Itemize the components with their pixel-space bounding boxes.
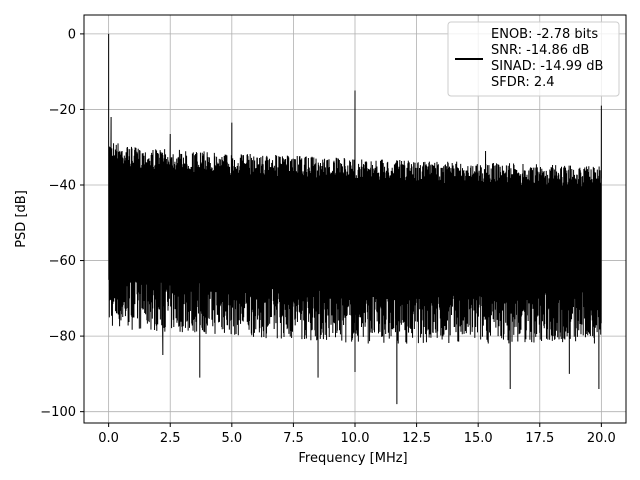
x-axis-label: Frequency [MHz] xyxy=(298,451,407,466)
x-tick-label: 10.0 xyxy=(341,431,370,446)
x-tick-label: 20.0 xyxy=(587,431,616,446)
y-tick-label: 0 xyxy=(68,27,76,42)
psd-series-line xyxy=(108,33,602,405)
x-axis-ticks: 0.0 2.5 5.0 7.5 10.0 12.5 15.0 17.5 20.0 xyxy=(98,423,616,446)
y-tick-label: −80 xyxy=(49,330,76,345)
legend-sfdr: SFDR: 2.4 xyxy=(491,75,555,90)
y-tick-label: −40 xyxy=(49,179,76,194)
legend: ENOB: -2.78 bits SNR: -14.86 dB SINAD: -… xyxy=(447,21,620,97)
legend-snr: SNR: -14.86 dB xyxy=(491,43,589,58)
x-tick-label: 2.5 xyxy=(160,431,181,446)
y-axis-ticks: 0 −20 −40 −60 −80 −100 xyxy=(40,27,84,420)
x-tick-label: 15.0 xyxy=(464,431,493,446)
plot-area xyxy=(108,33,602,405)
y-tick-label: −100 xyxy=(40,405,76,420)
x-tick-label: 5.0 xyxy=(221,431,242,446)
x-tick-label: 12.5 xyxy=(402,431,431,446)
y-tick-label: −20 xyxy=(49,103,76,118)
x-tick-label: 17.5 xyxy=(525,431,554,446)
y-tick-label: −60 xyxy=(49,254,76,269)
legend-sinad: SINAD: -14.99 dB xyxy=(491,59,603,74)
legend-box xyxy=(447,21,620,97)
x-tick-label: 7.5 xyxy=(283,431,304,446)
legend-enob: ENOB: -2.78 bits xyxy=(491,27,598,42)
y-axis-label: PSD [dB] xyxy=(14,190,29,248)
x-tick-label: 0.0 xyxy=(98,431,119,446)
